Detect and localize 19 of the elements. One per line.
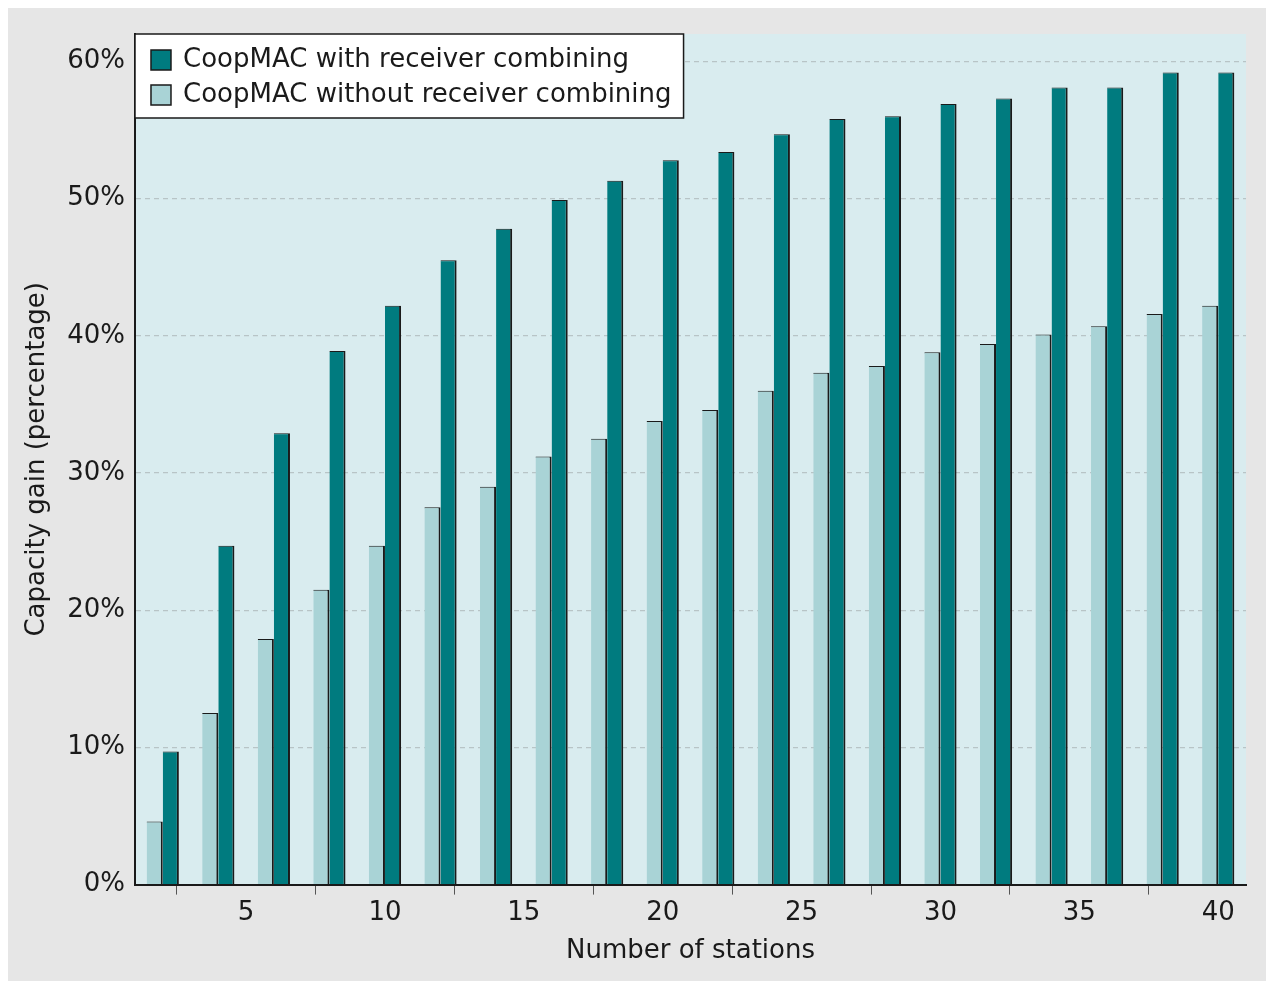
x-axis-title: Number of stations — [565, 934, 816, 965]
x-tick-label: 5 — [237, 895, 255, 926]
legend-label: CoopMAC with receiver combining — [182, 42, 629, 73]
y-tick-label: 50% — [67, 181, 125, 212]
x-tick-label: 25 — [785, 895, 819, 926]
y-tick-label: 30% — [67, 455, 125, 486]
legend-label: CoopMAC without receiver combining — [182, 77, 672, 108]
y-tick-label: 20% — [67, 592, 125, 623]
y-tick-label: 40% — [67, 318, 125, 349]
y-tick-label: 60% — [67, 44, 125, 75]
x-tick-label: 15 — [507, 895, 541, 926]
y-tick-label: 0% — [83, 867, 125, 898]
x-tick-label: 35 — [1062, 895, 1096, 926]
y-tick-label: 10% — [67, 730, 125, 761]
x-tick-label: 40 — [1201, 895, 1235, 926]
y-axis-title: Capacity gain (percentage) — [20, 282, 51, 637]
x-tick-label: 10 — [368, 895, 402, 926]
x-tick-label: 20 — [646, 895, 680, 926]
x-tick-label: 30 — [923, 895, 958, 926]
